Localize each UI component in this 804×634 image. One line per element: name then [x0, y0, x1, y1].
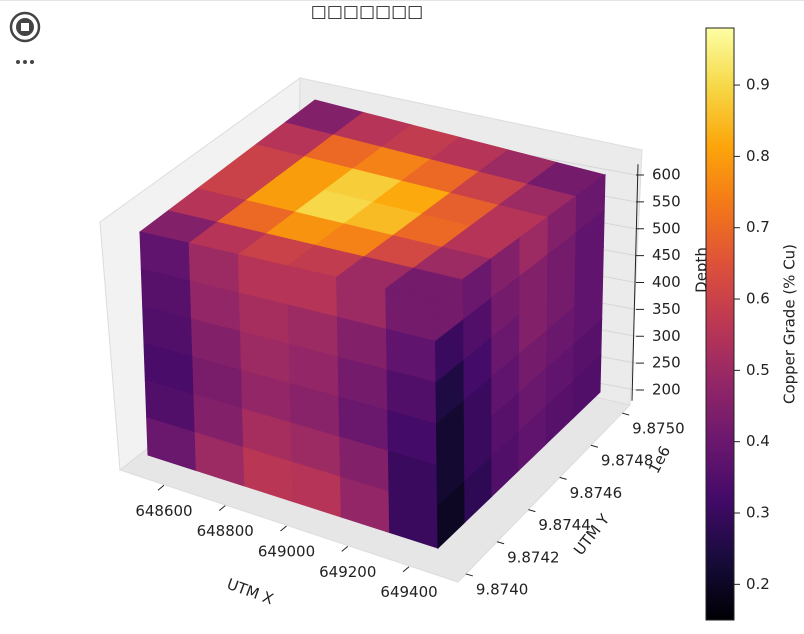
y-offset-label: 1e6: [645, 443, 674, 476]
stop-icon[interactable]: [9, 11, 41, 43]
y-tick: [622, 412, 630, 416]
y-tick: [496, 541, 505, 545]
colorbar-tick-label: 0.6: [746, 290, 770, 308]
y-tick-label: 9.8746: [570, 484, 623, 502]
y-tick: [528, 509, 536, 513]
x-tick: [218, 505, 226, 512]
z-tick-label: 550: [652, 192, 681, 210]
cube: [138, 99, 607, 550]
colorbar-tick-label: 0.9: [746, 76, 770, 94]
y-tick-label: 9.8740: [476, 580, 529, 598]
z-tick-label: 350: [652, 300, 681, 318]
z-tick-label: 450: [652, 246, 681, 264]
x-tick: [402, 566, 410, 573]
z-tick-label: 300: [652, 327, 681, 345]
z-tick-label: 600: [652, 166, 681, 184]
x-tick-label: 648800: [197, 522, 254, 540]
grade-cell: [572, 354, 602, 420]
colorbar-tick-label: 0.2: [746, 575, 770, 593]
y-tick: [465, 573, 473, 577]
y-tick-label: 9.8744: [538, 516, 591, 534]
colorbar: [705, 27, 735, 621]
y-tick-label: 9.8742: [507, 548, 560, 566]
z-tick-label: 500: [652, 219, 681, 237]
colorbar-label: Copper Grade (% Cu): [781, 244, 799, 404]
z-tick-label: 200: [652, 381, 681, 399]
x-axis-label: UTM X: [224, 575, 275, 608]
y-tick-label: 9.8748: [601, 452, 654, 470]
z-tick-label: 400: [652, 273, 681, 291]
colorbar-tick-label: 0.4: [746, 432, 770, 450]
colorbar-tick-label: 0.7: [746, 218, 770, 236]
x-tick-label: 649000: [258, 543, 315, 561]
colorbar-tick-label: 0.8: [746, 147, 770, 165]
chart-title: □□□□□□□: [311, 2, 423, 22]
x-tick: [341, 545, 349, 552]
more-icon[interactable]: [16, 60, 34, 64]
x-tick-label: 648600: [135, 502, 192, 520]
x-tick-label: 649400: [380, 583, 437, 601]
y-tick: [590, 444, 599, 448]
colorbar-tick-label: 0.3: [746, 504, 770, 522]
z-axis-line: [631, 164, 639, 401]
colorbar-tick-label: 0.5: [746, 361, 770, 379]
x-tick: [280, 525, 287, 532]
x-tick: [157, 484, 165, 491]
z-tick-label: 250: [652, 354, 681, 372]
colorbar-ticks: 0.2 0.3 0.4 0.5 0.6 0.7 0.8 0.9: [734, 76, 770, 593]
y-tick: [559, 476, 567, 480]
y-tick-label: 9.8750: [632, 420, 685, 438]
x-tick-label: 649200: [319, 563, 376, 581]
